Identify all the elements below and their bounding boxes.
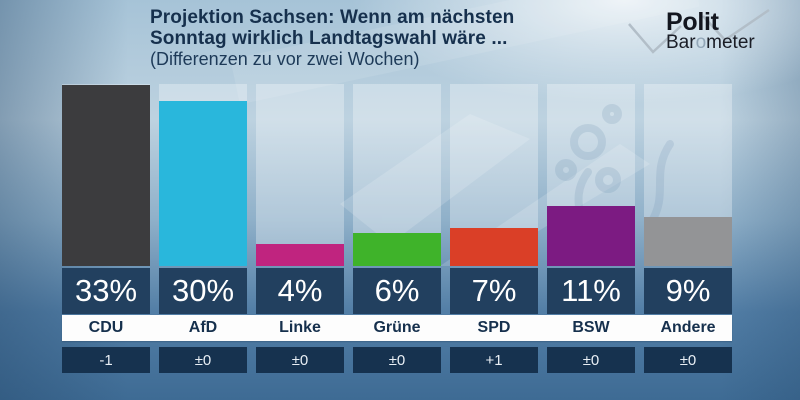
plot-column-afd (159, 84, 247, 266)
title-line-2: Sonntag wirklich Landtagswahl wäre ... (150, 28, 508, 49)
bar-linke (256, 244, 344, 266)
bar-bsw (547, 206, 635, 266)
difference-gr-ne: ±0 (353, 347, 441, 373)
party-name-gr-ne: Grüne (373, 319, 421, 336)
title-line-1: Projektion Sachsen: Wenn am nächsten (150, 7, 515, 28)
difference-row: -1 ±0 ±0 ±0 +1 ±0 ±0 (62, 347, 732, 373)
bar-cdu (62, 85, 150, 266)
checkmark-icon (628, 8, 770, 54)
value-label-andere: 9% (644, 268, 732, 314)
chart-title-block: Projektion Sachsen: Wenn am nächsten Son… (150, 7, 514, 70)
value-label-row: 33% 30% 4% 6% 7% 11% 9% (62, 268, 732, 314)
logo-text-barometer: Barometer (666, 32, 755, 54)
plot-column-bsw (547, 84, 635, 266)
difference-andere: ±0 (644, 347, 732, 373)
logo-letter-o: o (695, 32, 707, 53)
bar-andere (644, 217, 732, 266)
politbarometer-logo: Polit Barometer (623, 4, 793, 62)
plot-column-cdu (62, 84, 150, 266)
difference-linke: ±0 (256, 347, 344, 373)
party-name-andere: Andere (660, 319, 716, 336)
bar-chart-plot-area (62, 84, 732, 266)
difference-spd: +1 (450, 347, 538, 373)
party-name-bsw: BSW (572, 319, 610, 336)
value-label-gr-ne: 6% (353, 268, 441, 314)
party-name-cdu: CDU (88, 319, 124, 336)
value-label-linke: 4% (256, 268, 344, 314)
party-name-linke: Linke (279, 319, 321, 336)
value-label-afd: 30% (159, 268, 247, 314)
party-name-spd: SPD (477, 319, 511, 336)
logo-text-polit: Polit (666, 8, 719, 36)
value-label-bsw: 11% (547, 268, 635, 314)
party-name-afd: AfD (188, 319, 218, 336)
logo-text-meter: meter (706, 32, 755, 53)
logo-text-bar: Bar (666, 32, 696, 53)
title-subtitle: (Differenzen zu vor zwei Wochen) (150, 49, 420, 69)
party-name-row: CDU AfD Linke Grüne SPD BSW Andere (62, 315, 732, 341)
difference-cdu: -1 (62, 347, 150, 373)
value-label-spd: 7% (450, 268, 538, 314)
plot-column-gr-ne (353, 84, 441, 266)
difference-afd: ±0 (159, 347, 247, 373)
plot-column-andere (644, 84, 732, 266)
plot-column-spd (450, 84, 538, 266)
difference-bsw: ±0 (547, 347, 635, 373)
bar-afd (159, 101, 247, 266)
bar-gr-ne (353, 233, 441, 266)
bar-spd (450, 228, 538, 266)
value-label-cdu: 33% (62, 268, 150, 314)
party-label-strip (62, 315, 732, 341)
plot-column-linke (256, 84, 344, 266)
